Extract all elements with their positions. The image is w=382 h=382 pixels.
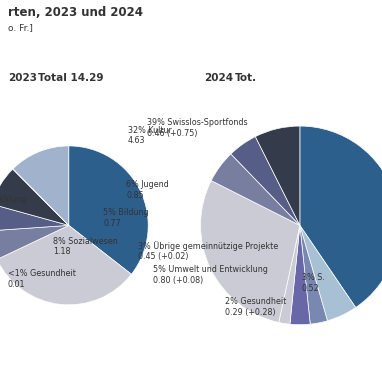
Text: 3% Übrige gemeinnützige Projekte
0.45 (+0.02): 3% Übrige gemeinnützige Projekte 0.45 (+… <box>138 241 278 261</box>
Text: 5% Umwelt und Entwicklung
0.80 (+0.08): 5% Umwelt und Entwicklung 0.80 (+0.08) <box>153 265 268 285</box>
Text: <1% Gesundheit
0.01: <1% Gesundheit 0.01 <box>8 269 76 289</box>
Text: 6% Jugend
0.85: 6% Jugend 0.85 <box>126 180 169 200</box>
Wedge shape <box>201 181 300 322</box>
Wedge shape <box>0 225 131 305</box>
Wedge shape <box>0 204 69 231</box>
Text: 8% Sozialwesen
1.18: 8% Sozialwesen 1.18 <box>53 237 118 256</box>
Wedge shape <box>0 225 69 259</box>
Wedge shape <box>231 137 300 225</box>
Wedge shape <box>279 225 300 324</box>
Text: o. Fr.]: o. Fr.] <box>8 23 32 32</box>
Wedge shape <box>0 169 69 225</box>
Wedge shape <box>255 126 300 225</box>
Text: rten, 2023 und 2024: rten, 2023 und 2024 <box>8 6 142 19</box>
Text: Total 14.29: Total 14.29 <box>38 73 104 83</box>
Wedge shape <box>69 146 148 274</box>
Text: 3% S.
0.52: 3% S. 0.52 <box>302 273 325 293</box>
Text: 5% Bildung
0.77: 5% Bildung 0.77 <box>103 208 149 228</box>
Text: 32% Kultur
4.63: 32% Kultur 4.63 <box>128 126 172 146</box>
Text: icklung: icklung <box>0 195 27 204</box>
Wedge shape <box>300 225 327 324</box>
Text: Tot.: Tot. <box>235 73 257 83</box>
Wedge shape <box>211 154 300 225</box>
Wedge shape <box>290 225 310 325</box>
Text: 2023: 2023 <box>8 73 37 83</box>
Wedge shape <box>300 225 356 321</box>
Wedge shape <box>300 126 382 308</box>
Text: 2% Gesundheit
0.29 (+0.28): 2% Gesundheit 0.29 (+0.28) <box>225 297 286 317</box>
Wedge shape <box>13 146 69 225</box>
Text: 39% Swisslos-Sportfonds
6.46 (+0.75): 39% Swisslos-Sportfonds 6.46 (+0.75) <box>147 118 248 138</box>
Wedge shape <box>13 169 69 225</box>
Text: 2024: 2024 <box>204 73 233 83</box>
